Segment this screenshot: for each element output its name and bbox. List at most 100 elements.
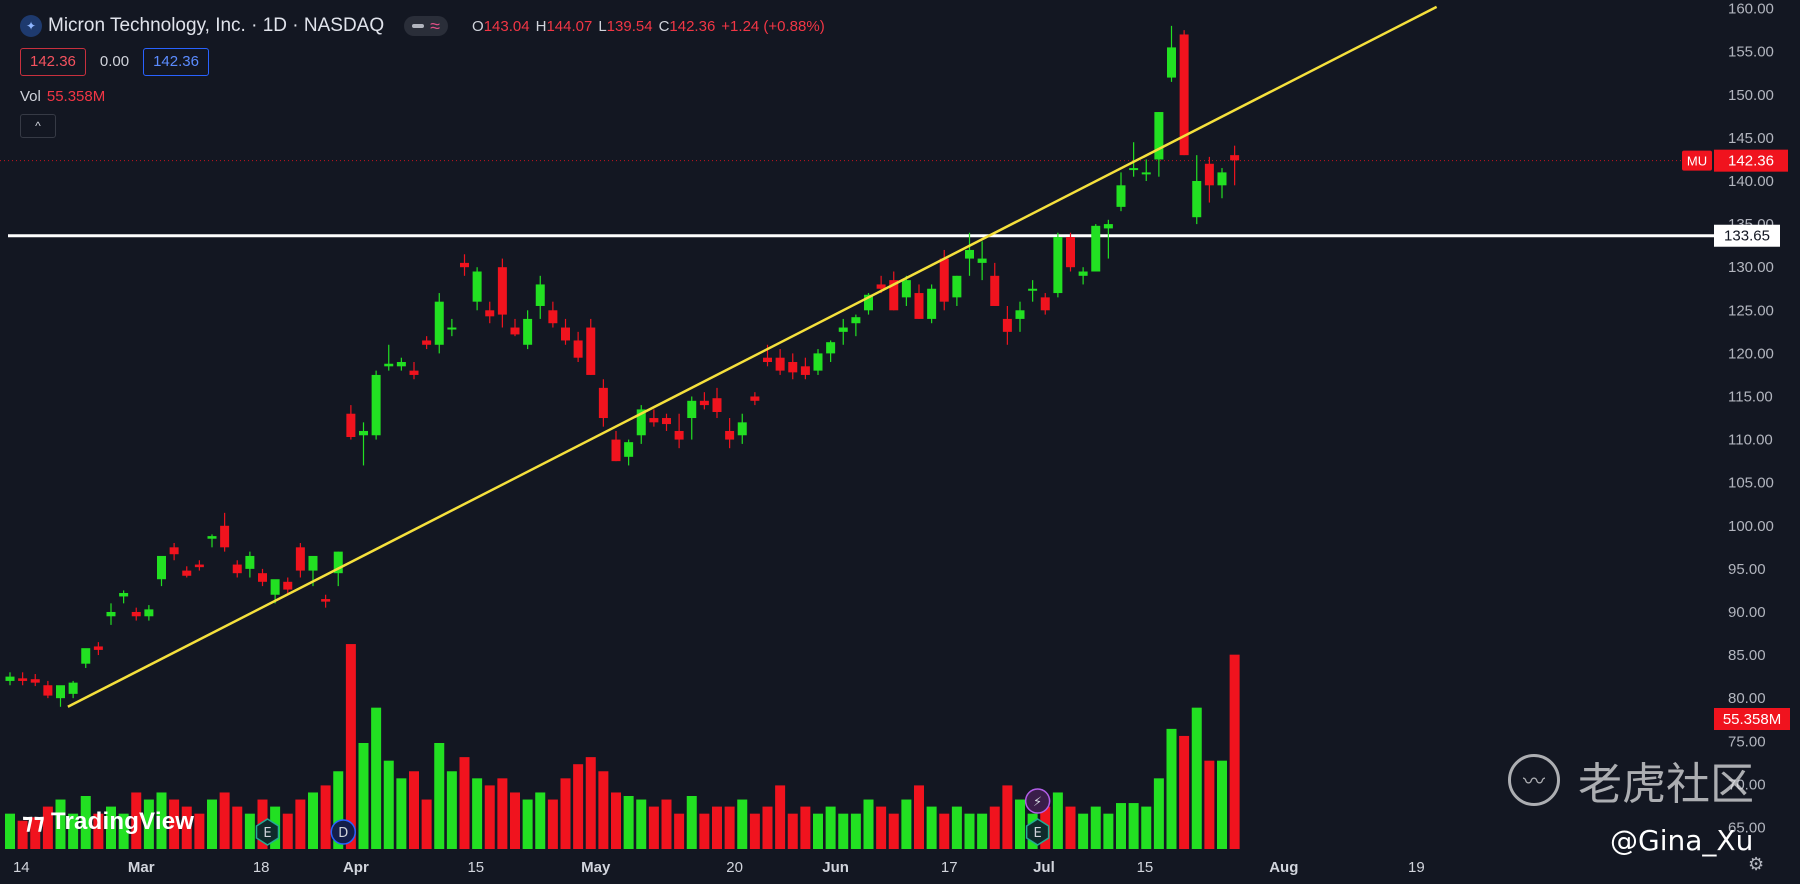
candle-body xyxy=(308,555,318,571)
earnings-event-marker: E xyxy=(1025,818,1050,846)
candle-body xyxy=(1230,155,1240,161)
volume-bar xyxy=(244,813,255,849)
volume-tag xyxy=(1714,708,1790,730)
tiger-logo-icon: 〰 xyxy=(1508,754,1560,806)
candle-body xyxy=(1015,310,1025,319)
time-tick-label: Aug xyxy=(1269,859,1298,876)
symbol-header: ✦ Micron Technology, Inc. · 1D · NASDAQ … xyxy=(20,14,825,38)
candle-body xyxy=(485,310,495,317)
price-tick-label: 95.00 xyxy=(1728,561,1766,578)
volume-bar xyxy=(926,806,937,849)
price-tick-label: 105.00 xyxy=(1728,475,1774,492)
candle-body xyxy=(699,400,709,406)
volume-bar xyxy=(825,806,836,849)
volume-bar xyxy=(421,799,432,849)
candle-body xyxy=(914,293,924,319)
price-tick-label: 160.00 xyxy=(1728,1,1774,18)
price-tick-label: 145.00 xyxy=(1728,130,1774,147)
time-tick-label: 15 xyxy=(467,859,484,876)
candle-body xyxy=(1066,237,1075,268)
event-marker-label: D xyxy=(338,826,348,841)
candle-body xyxy=(636,409,646,436)
time-tick-label: Jun xyxy=(822,859,849,876)
candle-body xyxy=(775,357,785,371)
volume-bar xyxy=(169,799,180,849)
volume-legend: Vol 55.358M xyxy=(20,88,105,105)
candle-body xyxy=(927,288,937,319)
candle-body xyxy=(864,294,873,311)
candle-body xyxy=(952,275,962,298)
candle-body xyxy=(447,327,457,330)
volume-bar xyxy=(1229,654,1240,849)
price-tick-label: 150.00 xyxy=(1728,87,1774,104)
candle-body xyxy=(384,363,394,367)
volume-bar xyxy=(1179,735,1190,849)
volume-bar xyxy=(863,799,874,849)
volume-bar xyxy=(207,799,217,849)
candle-body xyxy=(1078,271,1088,276)
volume-label: Vol xyxy=(20,88,41,105)
candle-body xyxy=(1103,224,1113,229)
candle-body xyxy=(295,547,305,571)
tradingview-logo[interactable]: ⁊⁊ TradingView xyxy=(22,808,194,836)
sell-price-button[interactable]: 142.36 xyxy=(20,48,86,76)
candle-body xyxy=(1040,297,1050,311)
trendline xyxy=(67,5,1438,708)
volume-bar xyxy=(522,799,533,849)
price-tick-label: 120.00 xyxy=(1728,345,1774,362)
volume-bar xyxy=(737,799,748,849)
candle-body xyxy=(939,258,949,302)
settings-gear-icon[interactable]: ⚙ xyxy=(1748,854,1765,874)
candle-body xyxy=(409,370,419,375)
price-change: +1.24 (+0.88%) xyxy=(721,17,825,35)
volume-bar xyxy=(1065,806,1076,849)
symbol-title[interactable]: Micron Technology, Inc. · 1D · NASDAQ xyxy=(48,15,385,36)
candle-body xyxy=(687,400,697,419)
candle-body xyxy=(220,525,230,548)
candle-body xyxy=(1141,172,1151,175)
candle-body xyxy=(889,280,899,311)
volume-bar xyxy=(333,771,344,849)
candle-body xyxy=(838,327,848,332)
volume-bar xyxy=(661,799,672,849)
buy-price-button[interactable]: 142.36 xyxy=(143,48,209,76)
volume-bar xyxy=(42,806,53,849)
volume-bar xyxy=(383,760,394,849)
volume-bar xyxy=(888,813,899,849)
candle-body xyxy=(1028,288,1038,291)
candle-body xyxy=(5,676,15,681)
volume-bar xyxy=(800,806,811,849)
candle-body xyxy=(81,648,91,664)
volume-bar xyxy=(674,813,685,849)
volume-bar xyxy=(712,806,722,849)
candle-body xyxy=(800,366,810,375)
volume-bar xyxy=(1166,728,1177,849)
candle-body xyxy=(434,301,444,345)
volume-bar xyxy=(686,796,697,849)
hline-price-tag xyxy=(1714,224,1780,247)
volume-bar xyxy=(143,799,154,849)
candle-body xyxy=(598,387,608,419)
volume-bar xyxy=(1191,707,1202,849)
candle-body xyxy=(346,413,356,437)
volume-bar xyxy=(611,792,621,849)
volume-bar xyxy=(636,799,647,849)
volume-bar xyxy=(1141,806,1152,849)
hline-price-label: 133.65 xyxy=(1724,228,1770,245)
indicator-toggle[interactable]: ≈ xyxy=(404,16,449,36)
candle-body xyxy=(826,342,836,354)
volume-bar xyxy=(497,778,508,849)
candle-body xyxy=(182,570,192,576)
collapse-legend-button[interactable]: ^ xyxy=(20,114,56,138)
candle-body xyxy=(586,327,596,375)
candle-body xyxy=(611,439,621,462)
time-tick-label: Jul xyxy=(1033,859,1055,876)
time-tick-label: 18 xyxy=(253,859,270,876)
time-tick-label: 14 xyxy=(13,859,30,876)
last-price-tag xyxy=(1714,149,1788,172)
candle-body xyxy=(472,271,482,302)
candle-body xyxy=(1129,168,1139,171)
volume-bar xyxy=(1002,785,1013,849)
